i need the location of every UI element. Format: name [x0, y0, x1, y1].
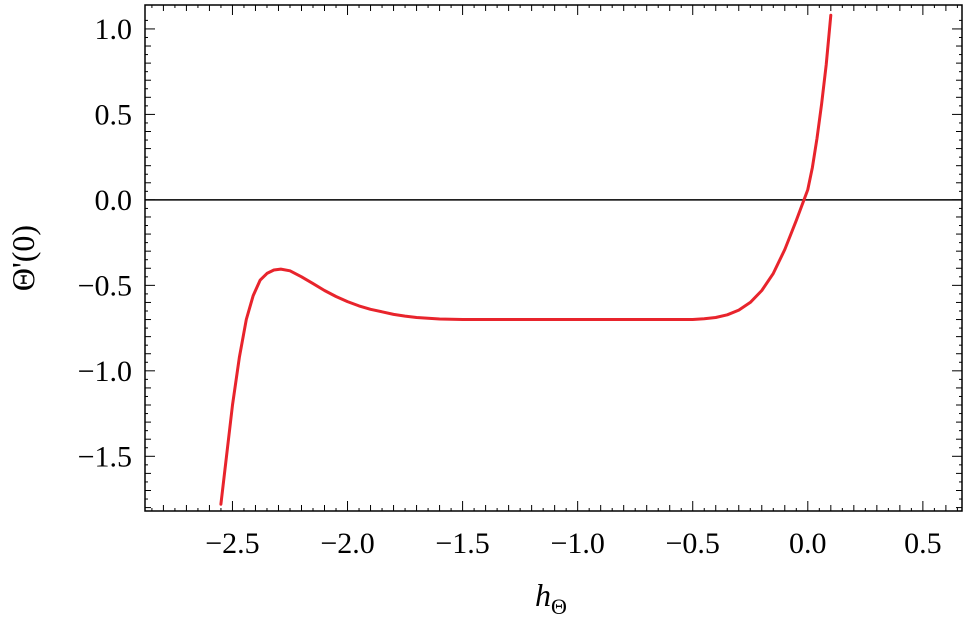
plot-frame [144, 4, 963, 512]
y-tick-label: −1.5 [78, 440, 132, 473]
x-tick-label: −0.5 [666, 527, 720, 560]
y-tick-label: −1.0 [78, 355, 132, 388]
tick-labels: −2.5 −2.0 −1.5 −1.0 −0.5 0.0 0.5 1.0 0.5 0.0 −0.5 −… [78, 13, 942, 560]
y-tick-label: 1.0 [95, 13, 133, 46]
series-line [219, 13, 833, 506]
axis-ticks [145, 5, 962, 511]
x-axis-label: hΘ [535, 577, 567, 618]
y-tick-label: −0.5 [78, 269, 132, 302]
x-tick-label: 0.5 [904, 527, 942, 560]
y-axis-label: Θ'(0) [5, 225, 41, 291]
x-tick-label: −1.0 [550, 527, 604, 560]
x-tick-label: −2.0 [320, 527, 374, 560]
x-tick-label: −1.5 [435, 527, 489, 560]
y-tick-label: 0.5 [95, 98, 133, 131]
x-tick-label: −2.5 [205, 527, 259, 560]
y-tick-label: 0.0 [95, 184, 133, 217]
x-tick-label: 0.0 [789, 527, 827, 560]
